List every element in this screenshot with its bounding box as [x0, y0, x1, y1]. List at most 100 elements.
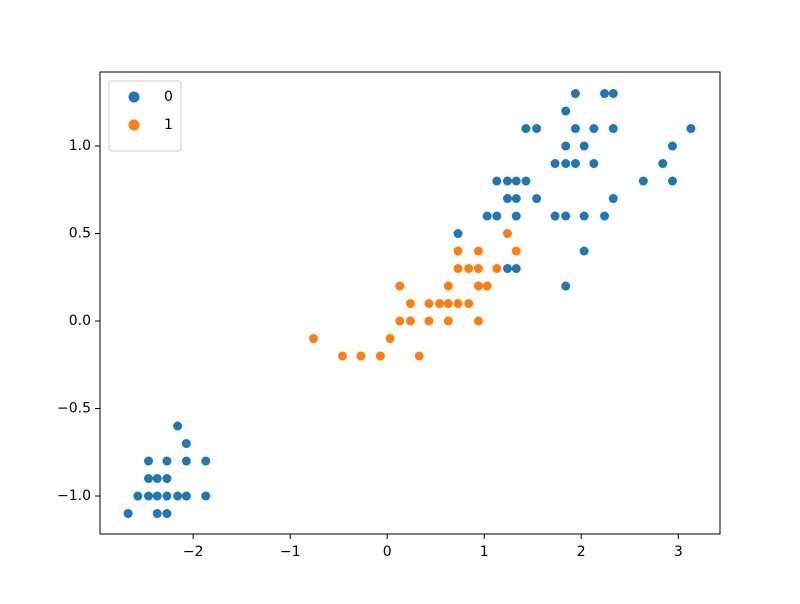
point [608, 89, 618, 99]
point [511, 176, 521, 186]
point [667, 176, 677, 186]
x-tick-label: −1 [280, 544, 301, 560]
point [201, 491, 211, 501]
point [589, 124, 599, 134]
point [201, 456, 211, 466]
legend-marker [128, 91, 140, 103]
point [638, 176, 648, 186]
point [600, 89, 610, 99]
point [162, 456, 172, 466]
point [173, 421, 183, 431]
point [395, 281, 405, 291]
point [464, 299, 474, 309]
point [511, 211, 521, 221]
point [561, 211, 571, 221]
point [561, 106, 571, 116]
x-tick-label: 2 [577, 544, 586, 560]
y-tick-label: −1.0 [57, 488, 91, 504]
point [152, 474, 162, 484]
point [686, 124, 696, 134]
point [503, 176, 513, 186]
point [589, 159, 599, 169]
point [667, 141, 677, 151]
point [570, 89, 580, 99]
x-tick-label: 1 [480, 544, 489, 560]
point [561, 281, 571, 291]
point [443, 281, 453, 291]
point [532, 124, 542, 134]
point [443, 316, 453, 326]
point [162, 509, 172, 519]
point [511, 194, 521, 204]
point [144, 491, 154, 501]
legend-label: 1 [164, 117, 173, 133]
point [579, 246, 589, 256]
point [181, 439, 191, 449]
point [521, 176, 531, 186]
point [405, 299, 415, 309]
point [511, 246, 521, 256]
point [435, 299, 445, 309]
point [453, 229, 463, 239]
point [356, 351, 366, 361]
point [492, 264, 502, 274]
x-tick-label: −2 [183, 544, 204, 560]
point [511, 264, 521, 274]
point [453, 299, 463, 309]
legend-box [108, 80, 182, 152]
point [570, 124, 580, 134]
point [570, 159, 580, 169]
point [405, 316, 415, 326]
point [532, 194, 542, 204]
y-tick-label: 0.5 [69, 226, 91, 242]
point [424, 299, 434, 309]
point [561, 141, 571, 151]
x-tick-label: 0 [383, 544, 392, 560]
point [144, 456, 154, 466]
point [308, 334, 318, 344]
point [492, 176, 502, 186]
point [443, 299, 453, 309]
y-tick-label: 0.0 [69, 313, 91, 329]
point [133, 491, 143, 501]
point [608, 124, 618, 134]
point [152, 509, 162, 519]
point [473, 246, 483, 256]
point [181, 456, 191, 466]
point [123, 509, 133, 519]
point [162, 474, 172, 484]
point [521, 124, 531, 134]
point [375, 351, 385, 361]
plot-frame [99, 71, 721, 535]
point [579, 211, 589, 221]
point [424, 316, 434, 326]
y-tick-label: 1.0 [69, 138, 91, 154]
point [503, 229, 513, 239]
point [579, 141, 589, 151]
point [600, 211, 610, 221]
point [173, 491, 183, 501]
legend-marker [128, 119, 140, 131]
point [658, 159, 668, 169]
x-tick-label: 3 [674, 544, 683, 560]
point [561, 159, 571, 169]
point [453, 246, 463, 256]
point [550, 211, 560, 221]
point [144, 474, 154, 484]
point [473, 281, 483, 291]
point [473, 316, 483, 326]
point [453, 264, 463, 274]
point [482, 211, 492, 221]
point [503, 194, 513, 204]
point [608, 194, 618, 204]
point [473, 264, 483, 274]
point [503, 264, 513, 274]
point [152, 491, 162, 501]
point [162, 491, 172, 501]
point [338, 351, 348, 361]
legend-label: 0 [164, 89, 173, 105]
point [414, 351, 424, 361]
point [550, 159, 560, 169]
point [181, 491, 191, 501]
